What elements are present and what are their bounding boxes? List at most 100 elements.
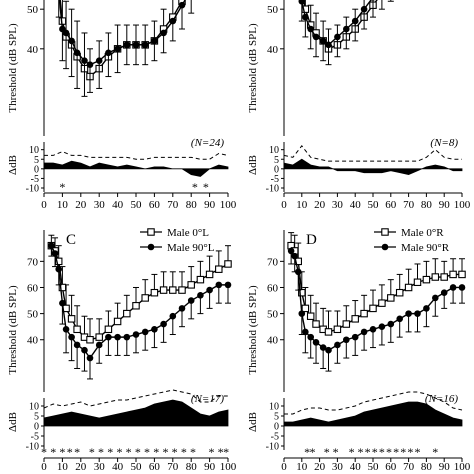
legend-marker xyxy=(381,243,389,251)
x-tick-label: 20 xyxy=(75,461,87,473)
x-tick-label: 100 xyxy=(454,199,471,211)
x-tick-label: 100 xyxy=(220,199,237,211)
data-point xyxy=(378,323,386,330)
data-point xyxy=(81,57,88,65)
data-point xyxy=(178,286,186,294)
x-tick-label: 90 xyxy=(204,199,216,211)
data-point xyxy=(291,252,298,260)
data-point xyxy=(105,333,112,341)
significance-star: * xyxy=(432,445,438,459)
significance-star: * xyxy=(349,445,355,459)
data-point xyxy=(440,289,448,297)
significance-star: * xyxy=(190,445,196,459)
significance-star: * xyxy=(379,445,385,459)
data-point xyxy=(68,37,75,45)
diff-tick-label: 5 xyxy=(34,412,39,423)
x-tick-label: 30 xyxy=(94,199,106,211)
data-point xyxy=(86,61,94,68)
data-point xyxy=(449,270,457,279)
x-tick-label: 0 xyxy=(41,461,47,473)
x-tick-label: 40 xyxy=(350,199,362,211)
legend-label: Male 0°L xyxy=(167,227,209,239)
data-point xyxy=(160,320,167,328)
diff-dashed-line xyxy=(283,145,462,162)
data-point xyxy=(123,309,131,318)
diff-tick-label: 10 xyxy=(29,402,39,413)
data-point xyxy=(59,299,66,307)
significance-star: * xyxy=(107,445,113,459)
x-tick-label: 70 xyxy=(403,461,415,473)
legend-marker xyxy=(147,243,155,251)
data-point xyxy=(298,310,306,317)
data-point xyxy=(404,283,413,292)
data-point xyxy=(141,294,149,302)
data-point xyxy=(287,247,295,255)
series-2 xyxy=(48,242,232,380)
significance-star: * xyxy=(218,445,224,459)
data-point xyxy=(387,320,395,328)
data-point xyxy=(319,37,327,45)
data-point xyxy=(132,41,140,49)
data-point xyxy=(151,37,158,45)
data-point xyxy=(449,284,457,291)
data-point xyxy=(334,33,341,41)
diff-tick-label: -10 xyxy=(266,184,279,195)
data-point xyxy=(51,250,59,257)
x-tick-label: 80 xyxy=(421,461,433,473)
significance-star: * xyxy=(126,445,132,459)
data-point xyxy=(104,325,113,334)
x-tick-label: 70 xyxy=(167,461,179,473)
data-point xyxy=(343,336,350,344)
data-point xyxy=(298,288,306,297)
y-tick-label: 40 xyxy=(27,44,39,56)
y-axis-label: Threshold (dB SPL) xyxy=(7,23,19,113)
significance-star: * xyxy=(386,445,392,459)
legend-marker xyxy=(381,228,389,236)
series-2 xyxy=(298,0,394,66)
y-tick-label: 50 xyxy=(267,309,279,321)
x-tick-label: 60 xyxy=(385,199,397,211)
data-point xyxy=(205,270,214,279)
data-point xyxy=(414,310,421,317)
y-tick-label: 40 xyxy=(267,335,279,347)
data-point xyxy=(319,344,327,351)
data-point xyxy=(67,315,76,323)
sample-size-label: (N=24) xyxy=(191,137,224,149)
series-1 xyxy=(58,0,186,81)
significance-star: * xyxy=(59,445,65,459)
data-point xyxy=(58,283,67,292)
data-point xyxy=(302,328,309,336)
data-point xyxy=(197,292,204,299)
significance-star: * xyxy=(304,445,310,459)
significance-star: * xyxy=(407,445,413,459)
y-tick-label: 70 xyxy=(267,256,279,268)
data-point xyxy=(307,333,315,341)
legend-label: Male 0°R xyxy=(401,227,444,239)
data-point xyxy=(86,354,94,362)
data-point xyxy=(458,284,466,291)
data-point xyxy=(178,305,186,312)
diff-tick-label: 0 xyxy=(34,422,39,433)
x-tick-label: 90 xyxy=(439,461,451,473)
x-tick-label: 100 xyxy=(220,461,237,473)
data-point xyxy=(351,17,359,25)
data-point xyxy=(81,346,88,354)
x-tick-label: 80 xyxy=(186,199,198,211)
data-point xyxy=(105,49,112,57)
significance-star: * xyxy=(59,180,65,194)
data-point xyxy=(312,339,320,346)
diff-tick-label: 10 xyxy=(269,402,279,413)
data-point xyxy=(343,25,350,33)
data-point xyxy=(432,294,439,302)
diff-tick-label: 0 xyxy=(274,422,279,433)
x-tick-label: 80 xyxy=(421,199,433,211)
data-point xyxy=(307,25,315,33)
x-tick-label: 70 xyxy=(167,199,179,211)
data-point xyxy=(360,328,368,336)
data-point xyxy=(95,341,103,349)
data-point xyxy=(95,333,103,341)
x-tick-label: 60 xyxy=(149,199,161,211)
series-line xyxy=(59,0,184,78)
